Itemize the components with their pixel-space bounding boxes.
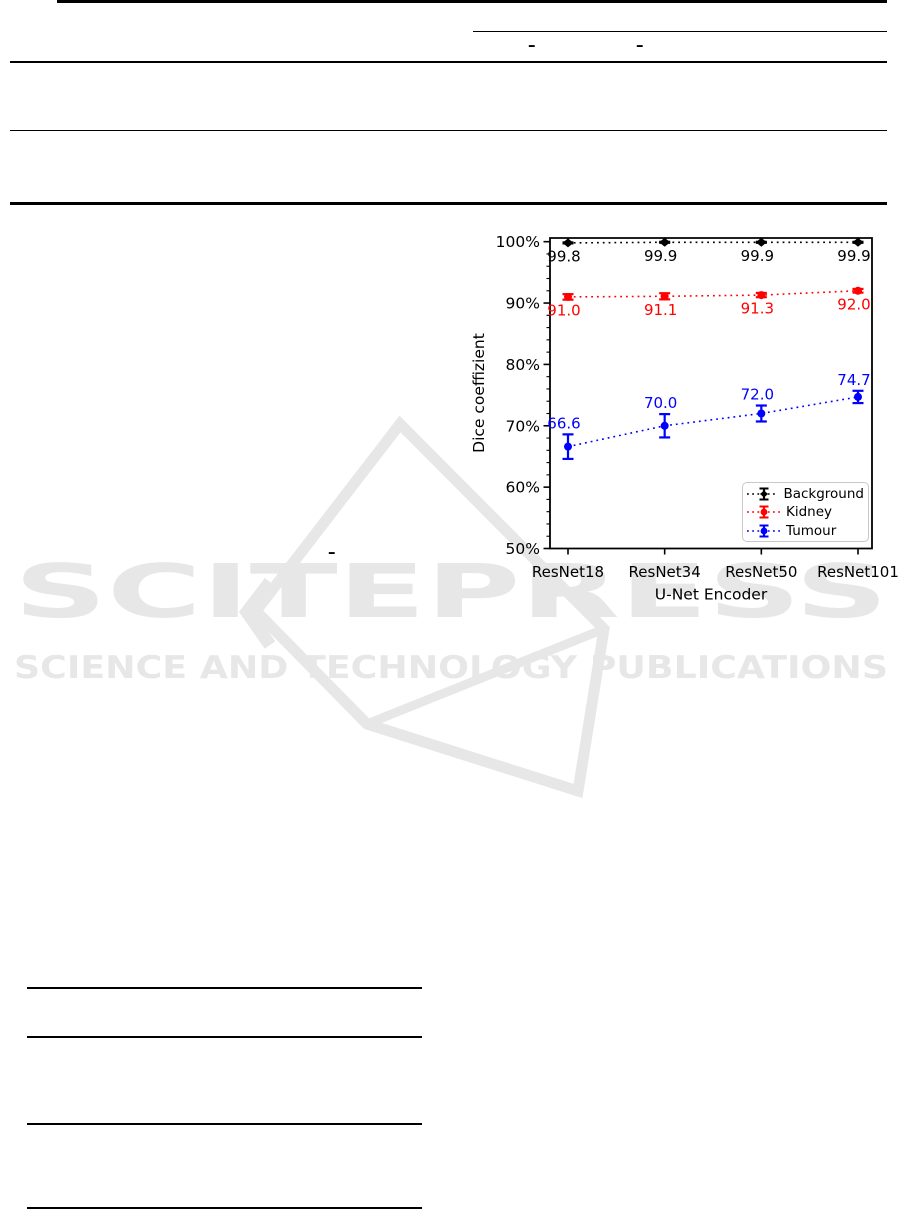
x-axis-title: U-Net Encoder — [655, 586, 768, 604]
y-axis-title: Dice coeffizient — [470, 333, 488, 453]
value-label: 66.6 — [547, 414, 580, 432]
y-tick-label: 70% — [506, 417, 540, 435]
value-label: 99.8 — [547, 247, 580, 265]
watermark-logo-fold — [365, 624, 606, 729]
watermark-title: SCITEPRESS — [14, 549, 888, 635]
series-line — [567, 396, 859, 448]
marker-dot — [564, 292, 572, 301]
rule-top-table-midrule — [10, 61, 887, 63]
legend-item-kidney: Kidney — [747, 503, 864, 521]
y-tick-label: 80% — [506, 356, 540, 374]
marker-dot — [660, 421, 669, 430]
rule-top-table-bottomrule — [10, 201, 887, 205]
marker-dot — [854, 286, 862, 295]
x-tick-label: ResNet34 — [629, 563, 701, 581]
x-tick-label: ResNet101 — [817, 563, 899, 581]
marker-diamond — [755, 237, 767, 247]
series-kidney: 91.0 91.1 91.3 92.0 — [547, 286, 871, 319]
marker-dot — [660, 292, 669, 301]
value-label: 72.0 — [741, 386, 774, 404]
marker-diamond — [659, 237, 671, 247]
watermark-logo-chevron — [238, 578, 276, 649]
series-tumour: 66.6 70.0 72.0 74.7 — [547, 371, 871, 461]
rule-bottom-table-midrule — [27, 1035, 422, 1038]
rule-bottom-table-bottomrule — [27, 1206, 422, 1209]
value-label: 99.9 — [644, 247, 677, 265]
rule-bottom-table-midrule-2 — [27, 1123, 422, 1125]
y-tick-label: 50% — [506, 540, 540, 558]
series-background: 99.8 99.9 99.9 99.9 — [547, 237, 871, 265]
x-tick-label: ResNet18 — [532, 563, 604, 581]
legend-item-background: Background — [747, 485, 864, 503]
plot-spines — [549, 237, 873, 550]
chart-legend: Background Kidney Tumour — [742, 482, 869, 542]
value-label: 92.0 — [837, 295, 870, 313]
series-line — [567, 289, 859, 298]
watermark-logo-diamond — [248, 415, 610, 799]
legend-label: Kidney — [786, 504, 833, 520]
rule-top-table-topline — [57, 0, 887, 3]
value-label: 91.1 — [644, 301, 677, 319]
rule-top-table-cmidrule — [473, 30, 887, 33]
value-label: 70.0 — [644, 394, 677, 412]
value-label: 99.9 — [837, 247, 870, 265]
marker-diamond — [852, 237, 864, 247]
legend-label: Background — [783, 485, 864, 502]
series-line — [567, 241, 858, 244]
rule-bottom-table-topline — [27, 987, 422, 989]
marker-diamond — [562, 238, 574, 248]
marker-dot — [854, 392, 862, 401]
legend-marker-kidney — [747, 505, 781, 519]
legend-marker-tumour — [747, 524, 781, 537]
value-label: 91.3 — [741, 300, 774, 318]
marker-dot — [757, 409, 766, 418]
rule-top-table-midrule-2 — [10, 129, 887, 132]
x-tick-label: ResNet50 — [725, 563, 797, 581]
y-tick-label: 60% — [506, 479, 540, 497]
marker-dot — [564, 442, 572, 451]
legend-marker-background — [747, 487, 779, 500]
marker-dot — [757, 291, 766, 300]
table-header-dash-2: – — [636, 36, 644, 54]
watermark-subtitle: SCIENCE AND TECHNOLOGY PUBLICATIONS — [14, 650, 888, 686]
y-tick-label: 100% — [496, 233, 540, 251]
legend-item-tumour: Tumour — [747, 522, 864, 540]
value-label: 99.9 — [741, 247, 774, 265]
table-header-dash-1: – — [528, 36, 536, 54]
caption-dash: – — [328, 543, 336, 561]
value-label: 74.7 — [837, 371, 870, 389]
value-label: 91.0 — [547, 301, 580, 319]
legend-label: Tumour — [786, 522, 837, 539]
y-tick-label: 90% — [506, 295, 540, 313]
